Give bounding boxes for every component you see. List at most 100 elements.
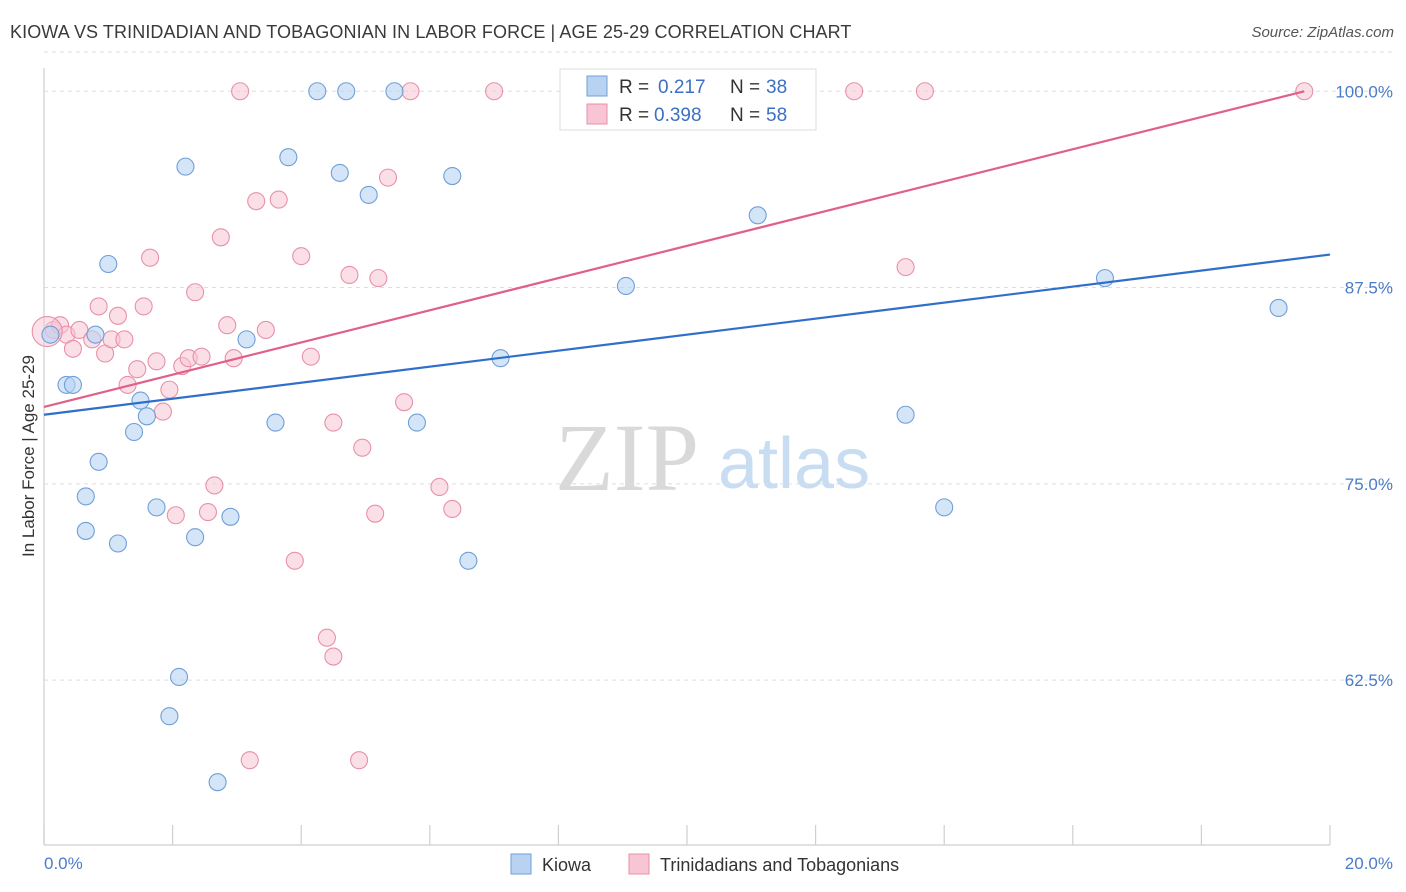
gridlines <box>44 51 1395 681</box>
trini-point <box>369 269 388 288</box>
kiowa-point <box>86 325 105 344</box>
trini-point <box>166 506 185 525</box>
source-label: Source: ZipAtlas.com <box>1251 24 1394 41</box>
trini-point <box>915 82 934 101</box>
kiowa-point <box>176 157 195 176</box>
kiowa-point <box>385 82 404 101</box>
trini-point <box>247 192 266 211</box>
trini-point <box>340 265 359 285</box>
legend-swatch-trini <box>586 103 608 125</box>
trini-point <box>430 477 449 497</box>
kiowa-point <box>935 498 954 517</box>
y-tick-label: 100.0% <box>1335 82 1393 101</box>
trini-point <box>198 503 218 522</box>
trini-point <box>147 352 166 371</box>
y-tick-label: 87.5% <box>1345 279 1393 298</box>
legend-r-label-trini: R = <box>619 105 649 126</box>
kiowa-point <box>63 375 82 394</box>
kiowa-point <box>330 163 349 182</box>
kiowa-point <box>186 528 205 547</box>
bottom-legend-swatch-kiowa <box>510 853 532 875</box>
kiowa-point <box>76 521 95 540</box>
kiowa-point <box>359 185 378 204</box>
trini-point <box>128 360 147 379</box>
kiowa-point <box>99 254 118 274</box>
trini-point <box>141 248 160 267</box>
kiowa-point <box>237 330 256 349</box>
trini-point <box>317 628 336 647</box>
trini-point <box>324 413 343 432</box>
trini-point <box>485 82 504 101</box>
kiowa-point <box>896 405 915 424</box>
trini-point <box>63 339 82 358</box>
kiowa-point <box>1269 298 1288 318</box>
kiowa-point <box>41 325 60 344</box>
legend-r-value-kiowa: 0.217 <box>658 77 706 98</box>
trini-point <box>192 347 211 366</box>
trini-point <box>89 297 108 316</box>
trini-point <box>256 320 275 339</box>
kiowa-point <box>160 707 179 726</box>
trini-point <box>350 751 369 770</box>
trini-point <box>395 393 414 412</box>
bottom-legend-swatch-trini <box>628 853 650 875</box>
trini-point <box>292 247 311 266</box>
trend-lines <box>43 90 1331 416</box>
kiowa-trend-line <box>43 253 1331 416</box>
trini-point <box>153 402 173 421</box>
kiowa-point <box>337 82 356 101</box>
kiowa-point <box>308 82 327 101</box>
kiowa-point <box>89 452 108 471</box>
trini-point <box>186 283 205 302</box>
kiowa-point <box>279 148 298 167</box>
kiowa-point <box>131 391 150 410</box>
kiowa-point <box>137 407 156 426</box>
trini-point <box>285 551 304 570</box>
trini-point <box>324 647 343 666</box>
legend-n-value-kiowa: 38 <box>766 77 787 98</box>
x-tick-label-max: 20.0% <box>1345 854 1393 873</box>
trini-point <box>231 82 250 101</box>
trini-point <box>366 504 385 523</box>
trini-point <box>378 168 398 187</box>
kiowa-point <box>76 487 95 506</box>
bottom-legend: Kiowa Trinidadians and Tobagonians <box>510 853 899 875</box>
legend-swatch-kiowa <box>586 75 608 97</box>
watermark-atlas: atlas <box>718 424 870 504</box>
trini-point <box>240 751 259 770</box>
legend-n-label-kiowa: N = <box>730 77 760 98</box>
trini-point <box>218 316 237 335</box>
kiowa-point <box>108 534 127 553</box>
y-axis-label: In Labor Force | Age 25-29 <box>19 355 38 557</box>
chart-title: KIOWA VS TRINIDADIAN AND TOBAGONIAN IN L… <box>10 22 852 42</box>
kiowa-point <box>221 507 240 526</box>
trini-point <box>401 82 420 101</box>
trini-point <box>845 82 864 101</box>
trini-point <box>211 228 230 247</box>
legend-box: R = 0.217 N = 38 R = 0.398 N = 58 <box>559 68 817 131</box>
kiowa-point <box>459 551 478 570</box>
trini-point <box>301 347 320 366</box>
kiowa-point <box>407 413 426 432</box>
trini-point <box>205 476 224 495</box>
trini-point <box>353 438 372 457</box>
trini-point <box>160 380 179 399</box>
bottom-legend-trini: Trinidadians and Tobagonians <box>660 855 899 875</box>
kiowa-point <box>443 167 462 186</box>
kiowa-point <box>124 422 144 442</box>
y-tick-label: 75.0% <box>1345 475 1393 494</box>
kiowa-point <box>616 276 635 296</box>
legend-n-label-trini: N = <box>730 105 760 126</box>
trini-point <box>443 499 462 519</box>
trini-point <box>896 258 915 277</box>
legend-r-value-trini: 0.398 <box>654 105 702 126</box>
y-axis-tick-labels: 62.5% 75.0% 87.5% 100.0% <box>1335 82 1393 690</box>
legend-r-label-kiowa: R = <box>619 77 649 98</box>
bottom-legend-kiowa: Kiowa <box>542 855 592 875</box>
watermark-zip: ZIP <box>555 404 699 511</box>
kiowa-point <box>147 498 166 517</box>
x-axis-ticks <box>43 825 1331 845</box>
trini-point <box>108 306 127 325</box>
trini-trend-line <box>43 90 1305 408</box>
